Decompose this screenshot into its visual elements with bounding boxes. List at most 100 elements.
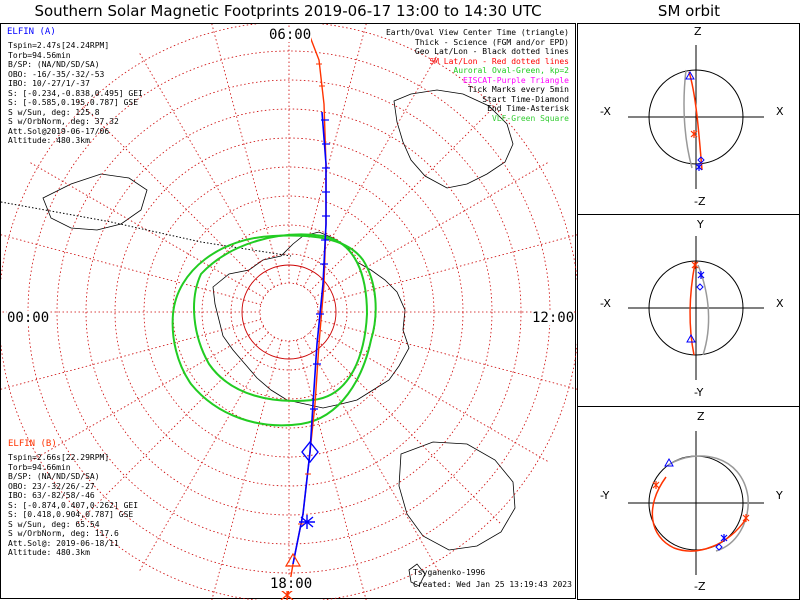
auroral-oval-outer (171, 234, 377, 427)
sm-longitude-line (316, 234, 577, 305)
legend-entry: SM Lat/Lon - Red dotted lines (429, 56, 569, 66)
sm-longitude-line (76, 99, 269, 292)
geo-latitude-line (1, 201, 292, 257)
orbit-panel-xy: Y -Y -X X (577, 214, 800, 407)
elfin-b-info-line: Torb=94.66min (8, 462, 71, 472)
hour-label-06: 06:00 (269, 27, 312, 43)
legend-entry: Start Time-Diamond (482, 94, 569, 104)
australia-coastline (398, 441, 516, 551)
elfin-a-start-diamond (301, 440, 319, 464)
sm-longitude-line (296, 339, 367, 600)
elfin-a-info-line: S w/Sun, deg: 125.8 (8, 107, 100, 117)
orbit-b (667, 455, 749, 552)
axis-top: Y (697, 218, 704, 231)
sm-longitude-line (76, 332, 269, 525)
sm-latitude-circle (56, 79, 522, 545)
sm-longitude-line (138, 336, 275, 573)
elfin-b-info-line: IBO: 63/-82/58/-46 (8, 491, 95, 500)
orbit-triangle (664, 457, 674, 467)
elfin-b-info-line: Tspin=2.66s[22.29RPM] (8, 453, 110, 462)
orbit-asterisk (742, 514, 750, 522)
orbit-xz-svg (628, 45, 764, 189)
sm-longitude-line (138, 51, 275, 288)
axis-right: Y (776, 489, 783, 502)
hour-label-12: 12:00 (532, 310, 575, 326)
orbit-a (689, 262, 696, 356)
sm-longitude-line (211, 339, 282, 600)
footprint-map-svg (1, 24, 577, 600)
elfin-a-end-asterisk (299, 515, 315, 529)
sm-latitude-circle (85, 108, 493, 516)
axis-left: -X (600, 297, 611, 310)
orbit-diamond (697, 156, 705, 164)
sm-longitude-line (316, 319, 577, 390)
antarctica-coastline (212, 231, 410, 409)
elfin-a-info-line: Tspin=2.47s[24.24RPM] (8, 41, 110, 50)
sm-longitude-line (211, 24, 282, 285)
orbit-asterisk (691, 261, 699, 269)
created-timestamp: Created: Wed Jan 25 13:19:43 2023 (413, 580, 572, 589)
orbit-yz-svg (628, 431, 764, 575)
legend-entry: Earth/Oval View Center Time (triangle) (385, 28, 569, 37)
orbit-xy-svg (628, 236, 764, 380)
orbit-triangle (686, 333, 696, 343)
legend-entry: Auroral Oval-Green, kp=2 (453, 66, 569, 75)
elfin-a-info-line: Altitude: 480.3km (8, 136, 90, 145)
axis-top: Z (694, 25, 702, 38)
footprint-map: 06:00 00:00 12:00 18:00 ELFIN (A) Tspin=… (0, 23, 577, 600)
auroral-ovals (171, 233, 377, 427)
elfin-a-info-line: Att.Sol@2019-06-17/06 (8, 126, 110, 136)
hour-label-00: 00:00 (7, 310, 50, 326)
orbit-asterisk (720, 534, 728, 542)
legend-entry: VLF-Green Square (491, 113, 569, 123)
sm-longitude-line (313, 161, 550, 298)
elfin-b-triangle (284, 552, 302, 567)
auroral-oval-inner (193, 233, 369, 402)
axis-right: X (776, 105, 784, 118)
sm-longitude-line (303, 51, 440, 288)
geo-dotted-line (1, 201, 292, 257)
legend-entry: Geo Lat/Lon - Black dotted lines (414, 47, 569, 56)
legend-entry: End Time-Asterisk (487, 104, 569, 113)
orbit-diamond (696, 283, 704, 291)
africa-coastline (42, 173, 148, 231)
elfin-a-info-line: OBO: -16/-35/-32/-53 (8, 69, 105, 79)
footprint-tracks (280, 33, 330, 600)
elfin-b-info-line: S: [0.418,0.904,0.787] GSE (8, 510, 134, 519)
orbit-a (651, 476, 747, 552)
model-label: Tsyganenko-1996 (413, 568, 486, 577)
orbit-asterisk (697, 271, 705, 279)
axis-left: -Y (600, 489, 610, 502)
elfin-b-info-line: S w/Sun, deg: 65.54 (8, 519, 100, 529)
land-masses (42, 89, 516, 587)
axis-left: -X (600, 105, 611, 118)
sm-latitude-circle (259, 282, 319, 342)
sm-longitude-line (28, 161, 265, 298)
hour-label-18: 18:00 (270, 576, 313, 592)
orbit-triangle (685, 70, 695, 80)
legend-entry: Tick Marks every 5min (467, 85, 569, 94)
elfin-b-info-line: Altitude: 480.3km (8, 548, 90, 557)
axis-bottom: -Z (694, 580, 706, 593)
elfin-a-info-line: S: [-0.234,-0.838,0.495] GEI (8, 88, 143, 98)
sm-longitude-line (1, 234, 262, 305)
orbit-asterisk (690, 130, 698, 138)
south-america-coastline (393, 89, 514, 189)
axis-bottom: -Z (694, 195, 706, 208)
legend: Earth/Oval View Center Time (triangle) Th… (386, 28, 569, 123)
axis-top: Z (697, 410, 705, 423)
axis-bottom: -Y (694, 386, 704, 399)
sm-longitude-line (313, 326, 550, 463)
elfin-b-info-line: S: [-0.874,0.407,0.262] GEI (8, 500, 139, 510)
elfin-a-info-line: IBO: 10/-27/1/-37 (8, 79, 90, 88)
orbit-panel-xz: Z -Z -X X (577, 23, 800, 215)
sm-longitude-line (303, 336, 440, 573)
orbit-panel-yz: Z -Z -Y Y (577, 406, 800, 600)
plot-title: Southern Solar Magnetic Footprints 2019-… (34, 2, 542, 20)
sm-longitude-line (309, 332, 502, 525)
sm-grid (1, 24, 577, 600)
elfin-b-info-line: OBO: 23/-32/26/-27 (8, 481, 95, 491)
elfin-a-label: ELFIN (A) (7, 27, 56, 37)
elfin-a-info-line: B/SP: (NA/ND/SD/SA) (8, 60, 100, 69)
orbit-asterisk (652, 481, 660, 489)
